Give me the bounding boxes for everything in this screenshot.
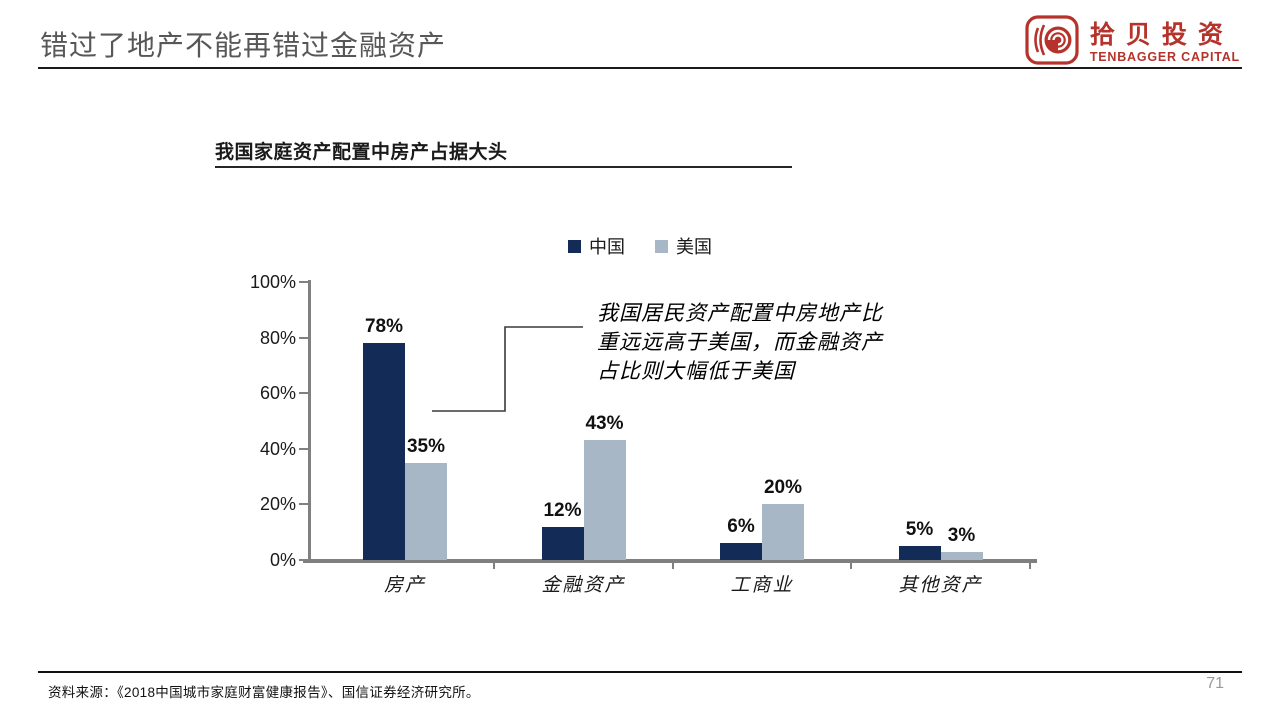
y-tick: [299, 447, 308, 450]
legend-label: 美国: [676, 237, 712, 258]
bar-美国-金融资产: [583, 440, 626, 560]
page-number: 71: [1206, 675, 1224, 692]
footer-divider: [38, 671, 1242, 673]
bar-中国-金融资产: [541, 527, 584, 560]
y-tick-label: 40%: [259, 438, 296, 459]
chart-annotation: 我国居民资产配置中房地产比 重远远高于美国，而金融资产 占比则大幅低于美国: [597, 299, 927, 386]
bar-美国-房产: [405, 463, 447, 560]
x-tick: [850, 563, 853, 569]
plot-area: 78% 35% 12% 43% 6% 20% 5% 3%: [310, 282, 1040, 560]
x-tick: [1028, 563, 1031, 569]
chart-title-underline: [215, 166, 792, 168]
y-tick: [299, 392, 308, 395]
y-tick: [299, 503, 308, 506]
y-axis-line: [308, 280, 311, 562]
category-label-房产: 房产: [383, 574, 426, 596]
y-tick: [299, 559, 308, 561]
bar-value-label: 5%: [905, 519, 934, 540]
annotation-line-2: 重远远高于美国，而金融资产: [597, 330, 883, 354]
legend-swatch-icon: [568, 239, 581, 253]
legend-label: 中国: [589, 237, 625, 258]
bar-中国-房产: [363, 343, 405, 560]
y-tick-label: 0%: [269, 550, 296, 570]
chart-title: 我国家庭资产配置中房产占据大头: [215, 142, 508, 163]
header-divider: [38, 67, 1242, 69]
company-logo: 拾贝投资 TENBAGGER CAPITAL: [1025, 14, 1240, 71]
legend-item-美国: 美国: [655, 233, 712, 259]
y-tick-label: 100%: [249, 272, 296, 292]
x-tick: [671, 563, 674, 569]
bar-value-label: 3%: [947, 525, 976, 546]
bar-value-label: 12%: [543, 500, 582, 521]
legend-item-中国: 中国: [568, 233, 625, 259]
category-label-工商业: 工商业: [730, 574, 794, 596]
chart-legend: 中国 美国: [568, 233, 712, 259]
y-tick: [299, 336, 308, 339]
logo-name-en: TENBAGGER CAPITAL: [1089, 50, 1240, 64]
bar-value-label: 43%: [585, 413, 624, 434]
bar-美国-其他资产: [940, 552, 983, 560]
bar-中国-工商业: [720, 543, 762, 560]
y-tick-label: 20%: [259, 494, 296, 515]
bar-value-label: 78%: [364, 316, 404, 337]
logo-name-cn: 拾贝投资: [1089, 21, 1234, 49]
y-tick: [299, 281, 308, 283]
x-tick: [493, 563, 496, 569]
category-label-其他资产: 其他资产: [898, 574, 983, 596]
annotation-line-3: 占比则大幅低于美国: [597, 359, 795, 383]
category-label-金融资产: 金融资产: [541, 574, 626, 596]
logo-text: 拾贝投资 TENBAGGER CAPITAL: [1090, 20, 1240, 65]
annotation-line-1: 我国居民资产配置中房地产比: [597, 301, 883, 325]
y-tick-label: 60%: [259, 383, 296, 404]
bar-value-label: 35%: [406, 436, 446, 457]
legend-swatch-icon: [655, 239, 668, 253]
bar-value-label: 20%: [763, 477, 803, 498]
bar-value-label: 6%: [727, 516, 755, 537]
bar-中国-其他资产: [898, 546, 941, 560]
bar-美国-工商业: [762, 504, 804, 560]
page-title: 错过了地产不能再错过金融资产: [40, 30, 447, 61]
x-axis-line: [303, 559, 1037, 563]
shell-logo-icon: [1025, 14, 1081, 71]
source-note: 资料来源：《2018中国城市家庭财富健康报告》、国信证券经济研究所。: [48, 685, 480, 700]
y-tick-label: 80%: [259, 327, 296, 348]
